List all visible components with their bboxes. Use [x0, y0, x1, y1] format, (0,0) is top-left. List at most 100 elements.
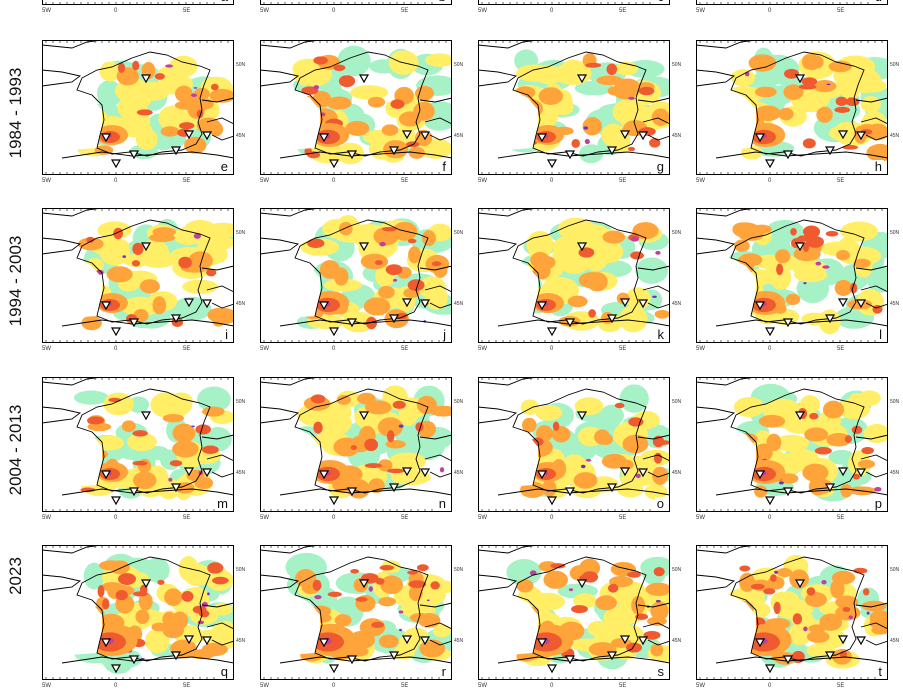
field-contour-blob [571, 605, 588, 614]
triangle-down-icon [401, 467, 413, 477]
field-contour-blob [178, 256, 192, 269]
lon-tick-label: 0 [768, 346, 772, 352]
field-contour-blob [802, 463, 829, 482]
field-contour-blob [167, 393, 193, 416]
field-contour-blob [552, 245, 573, 264]
panel-letter: n [436, 496, 448, 511]
field-contour-blob [127, 432, 157, 452]
field-contour-blob [407, 279, 425, 291]
map-svg [42, 377, 234, 512]
field-contour-blob [797, 235, 810, 242]
field-contour-blob [197, 620, 205, 625]
field-contour-blob [647, 616, 667, 626]
map-svg [42, 40, 234, 175]
map-panel: o [478, 377, 670, 512]
field-contour-blob [613, 86, 637, 100]
field-contour-blob [113, 227, 124, 240]
triangle-down-icon [794, 74, 806, 84]
lat-tick-label: 50N [454, 62, 464, 68]
field-contour-blob [825, 230, 839, 237]
field-contour-blob [812, 80, 837, 93]
lon-tick-label: 0 [332, 178, 336, 184]
coastline-border [294, 51, 429, 157]
field-contour-blob [835, 96, 848, 106]
field-contour-blob [773, 601, 781, 615]
triangle-down-icon [564, 150, 576, 160]
triangle-down-icon [855, 468, 867, 478]
coastline-border [211, 302, 234, 309]
triangle-down-icon [764, 496, 776, 506]
field-contour-blob [133, 591, 148, 597]
field-contour-blob [805, 54, 820, 71]
field-contour-blob [94, 435, 125, 451]
coastline-border [279, 319, 452, 327]
field-contour-blob [157, 579, 165, 585]
triangle-down-icon [401, 130, 413, 140]
map-svg [696, 377, 888, 512]
triangle-down-icon [100, 133, 112, 143]
triangle-down-icon [794, 242, 806, 252]
panel-letter: r [439, 664, 448, 679]
panel-letter: b [436, 0, 448, 4]
triangle-down-icon [855, 299, 867, 309]
triangle-down-icon [328, 327, 340, 337]
lat-tick-label: 45N [236, 638, 246, 644]
map-frame [260, 40, 452, 175]
field-contour-blob [852, 473, 861, 480]
field-contour-blob [612, 99, 644, 125]
lon-tick-label: 5W [478, 178, 487, 184]
coastline-border [42, 406, 82, 424]
panel-letter: g [654, 159, 666, 174]
triangle-down-icon [358, 579, 370, 589]
coastline-border [61, 488, 234, 496]
field-contour-blob [367, 96, 386, 108]
field-contour-blob [182, 279, 218, 294]
field-contour-blob [550, 563, 566, 569]
ocean-mask [696, 80, 756, 152]
field-contour-blob [538, 561, 558, 572]
field-contour-blob [533, 261, 551, 280]
triangle-down-icon [576, 579, 588, 589]
coastline-border [429, 302, 452, 309]
field-contour-blob [130, 86, 152, 108]
field-contour-blob [750, 583, 765, 590]
field-contour-blob [622, 434, 649, 454]
field-contour-blob [197, 235, 234, 251]
field-contour-blob [803, 626, 808, 632]
ocean-mask [478, 417, 538, 489]
map-svg [478, 40, 670, 175]
field-contour-blob [169, 460, 183, 467]
lon-tick-label: 5W [696, 515, 705, 521]
field-contour-blob [821, 579, 827, 585]
field-contour-blob [748, 54, 777, 72]
coastline-border [419, 434, 452, 462]
lon-tick-label: 5W [696, 8, 705, 14]
field-contour-blob [652, 466, 669, 486]
field-contour-blob [844, 435, 852, 443]
field-contour-blob [87, 422, 112, 432]
coastline-border [260, 237, 300, 255]
field-contour-blob [195, 424, 211, 435]
field-contour-blob [99, 61, 121, 82]
triangle-down-icon [128, 318, 140, 328]
field-contour-blob [81, 315, 102, 331]
ocean-mask [696, 417, 756, 489]
lat-tick-label: 50N [672, 230, 682, 236]
field-contour-blob [798, 84, 817, 90]
ocean-mask [260, 417, 320, 489]
field-contour-blob [131, 260, 141, 267]
lon-tick-label: 5W [696, 346, 705, 352]
triangle-down-icon [201, 299, 213, 309]
field-contour-blob [652, 295, 657, 298]
lat-tick-label: 45N [890, 301, 900, 307]
coastline-border [478, 574, 518, 592]
lon-tick-label: 5E [401, 8, 409, 14]
field-contour-blob [583, 126, 589, 130]
map-panel: g [478, 40, 670, 175]
field-contour-blob [191, 425, 195, 428]
field-contour-blob [419, 639, 446, 658]
triangle-down-icon [824, 146, 836, 156]
field-contour-blob [766, 433, 782, 452]
field-contour-blob [96, 80, 123, 108]
field-contour-blob [425, 53, 452, 67]
